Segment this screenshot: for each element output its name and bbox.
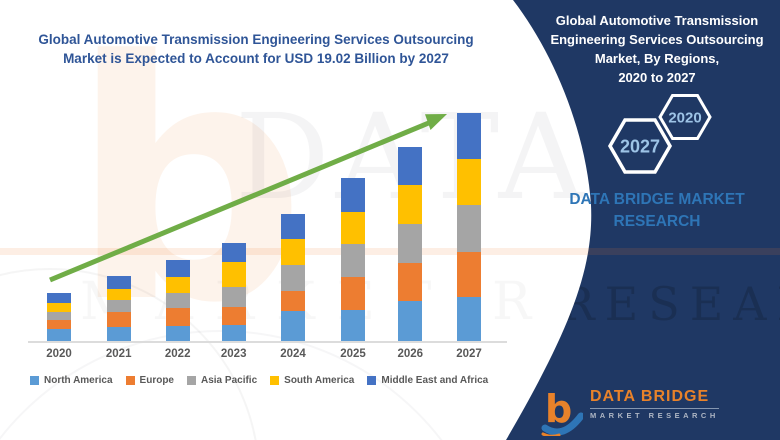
bar-segment-2021-europe <box>106 312 131 327</box>
bar-segment-2020-north-america <box>47 329 71 342</box>
bar-segment-2025-north-america <box>341 310 365 342</box>
chart-legend: North America Europe Asia Pacific South Ame… <box>30 375 488 386</box>
legend-label: North America <box>44 375 113 386</box>
hexagon-2027 <box>607 118 673 174</box>
legend-item-north-america: North America <box>30 375 113 386</box>
bar-segment-2022-north-america <box>165 326 190 342</box>
logo-name: DATA BRIDGE <box>590 388 719 409</box>
year-label-2026: 2026 <box>397 348 424 360</box>
hexagon-2027-label: 2027 <box>620 137 660 157</box>
x-axis-line <box>28 341 507 343</box>
bar-segment-2023-asia-pacific <box>221 286 246 307</box>
chart-headline: Global Automotive Transmission Engineeri… <box>38 32 474 66</box>
legend-label: Europe <box>139 375 174 386</box>
bar-segment-2027-middle-east-and-africa <box>457 113 481 159</box>
bar-segment-2024-north-america <box>281 311 305 342</box>
bar-segment-2022-europe <box>165 308 190 326</box>
panel-watermark-text: RESEARCH <box>560 277 780 331</box>
year-label-2024: 2024 <box>280 348 306 360</box>
year-label-2021: 2021 <box>105 348 132 360</box>
bar-segment-2021-south-america <box>106 289 131 300</box>
legend-swatch <box>30 376 39 385</box>
legend-swatch <box>125 376 135 385</box>
bar-segment-2020-europe <box>47 320 71 329</box>
bar-segment-2024-europe <box>281 291 305 311</box>
bar-segment-2020-south-america <box>47 302 71 312</box>
panel-title: Global Automotive Transmission Engineeri… <box>550 13 764 85</box>
legend-swatch <box>270 376 280 385</box>
legend-swatch <box>187 376 196 385</box>
legend-swatch <box>367 376 377 385</box>
hexagon-2020-label: 2020 <box>668 110 701 127</box>
year-label-2020: 2020 <box>46 348 72 360</box>
bar-segment-2021-north-america <box>106 327 131 342</box>
bar-segment-2027-europe <box>457 252 481 297</box>
data-bridge-logo: b DATA BRIDGE MARKET RESEARCH <box>541 388 719 436</box>
hexagon-2020 <box>658 94 712 140</box>
legend-label: Middle East and Africa <box>381 375 489 386</box>
legend-item-middle-east-and-africa: Middle East and Africa <box>367 375 488 386</box>
logo-subtitle: MARKET RESEARCH <box>590 411 719 420</box>
bar-segment-2022-asia-pacific <box>165 293 190 308</box>
bar-segment-2025-europe <box>341 277 365 310</box>
bar-segment-2027-asia-pacific <box>457 205 481 252</box>
year-label-2022: 2022 <box>164 348 191 360</box>
bar-segment-2027-north-america <box>457 297 481 342</box>
data-bridge-b-swoosh-icon: b <box>541 388 583 436</box>
bar-segment-2020-middle-east-and-africa <box>47 292 71 303</box>
bar-segment-2023-north-america <box>221 324 246 342</box>
legend-label: Asia Pacific <box>201 375 258 386</box>
legend-item-south-america: South America <box>270 375 354 386</box>
bar-segment-2020-asia-pacific <box>47 312 71 320</box>
year-label-2023: 2023 <box>220 348 247 360</box>
bar-segment-2027-south-america <box>457 159 481 205</box>
bar-segment-2023-europe <box>221 306 246 325</box>
side-panel-shape <box>506 0 780 440</box>
year-label-2027: 2027 <box>456 348 482 360</box>
legend-item-asia-pacific: Asia Pacific <box>187 375 257 386</box>
svg-text:b: b <box>545 388 572 431</box>
legend-label: South America <box>284 375 355 386</box>
bar-segment-2021-asia-pacific <box>106 300 131 312</box>
legend-item-europe: Europe <box>125 375 174 386</box>
panel-brand-text: DATA BRIDGE MARKET RESEARCH <box>569 191 745 230</box>
bar-segment-2026-north-america <box>398 301 423 342</box>
year-label-2025: 2025 <box>340 348 366 360</box>
